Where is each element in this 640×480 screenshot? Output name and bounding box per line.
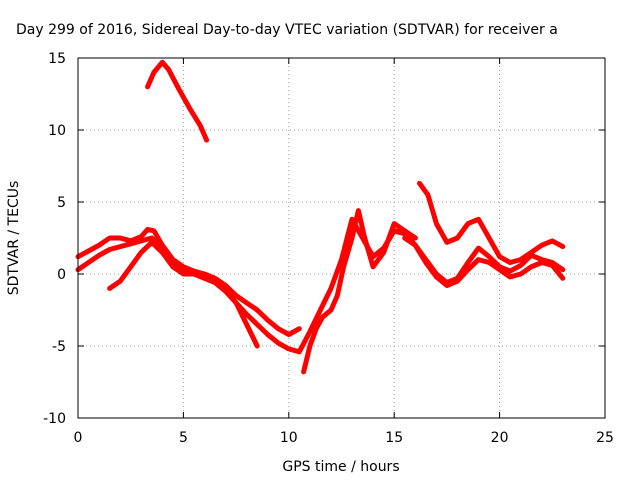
y-axis-label: SDTVAR / TECUs (6, 181, 22, 296)
x-axis-label: GPS time / hours (282, 459, 399, 475)
series-line-track-4 (107, 239, 260, 349)
y-tick-label: 5 (57, 195, 66, 211)
grid (78, 58, 605, 418)
series-line-track-1 (145, 59, 210, 143)
y-tick-label: 10 (48, 123, 66, 139)
series-line-track-5 (301, 208, 418, 375)
x-tick-label: 5 (179, 430, 188, 446)
series-line-track-3 (75, 216, 418, 355)
chart-title: Day 299 of 2016, Sidereal Day-to-day VTE… (16, 22, 558, 38)
y-tick-label: 15 (48, 51, 66, 67)
series-line-track-8 (402, 235, 566, 288)
x-tick-label: 20 (491, 430, 509, 446)
x-tick-label: 10 (280, 430, 298, 446)
y-tick-label: -10 (43, 411, 66, 427)
x-tick-label: 25 (596, 430, 614, 446)
y-tick-label: 0 (57, 267, 66, 283)
ticks: 0 5 10 15 20 25 -10 -5 0 5 10 15 (43, 51, 614, 446)
series-line-track-6 (417, 180, 566, 265)
series-group (75, 59, 566, 375)
series-line-track-2 (75, 226, 302, 337)
y-tick-label: -5 (52, 339, 66, 355)
plot-frame (77, 57, 606, 419)
x-tick-label: 15 (385, 430, 403, 446)
x-tick-label: 0 (74, 430, 83, 446)
